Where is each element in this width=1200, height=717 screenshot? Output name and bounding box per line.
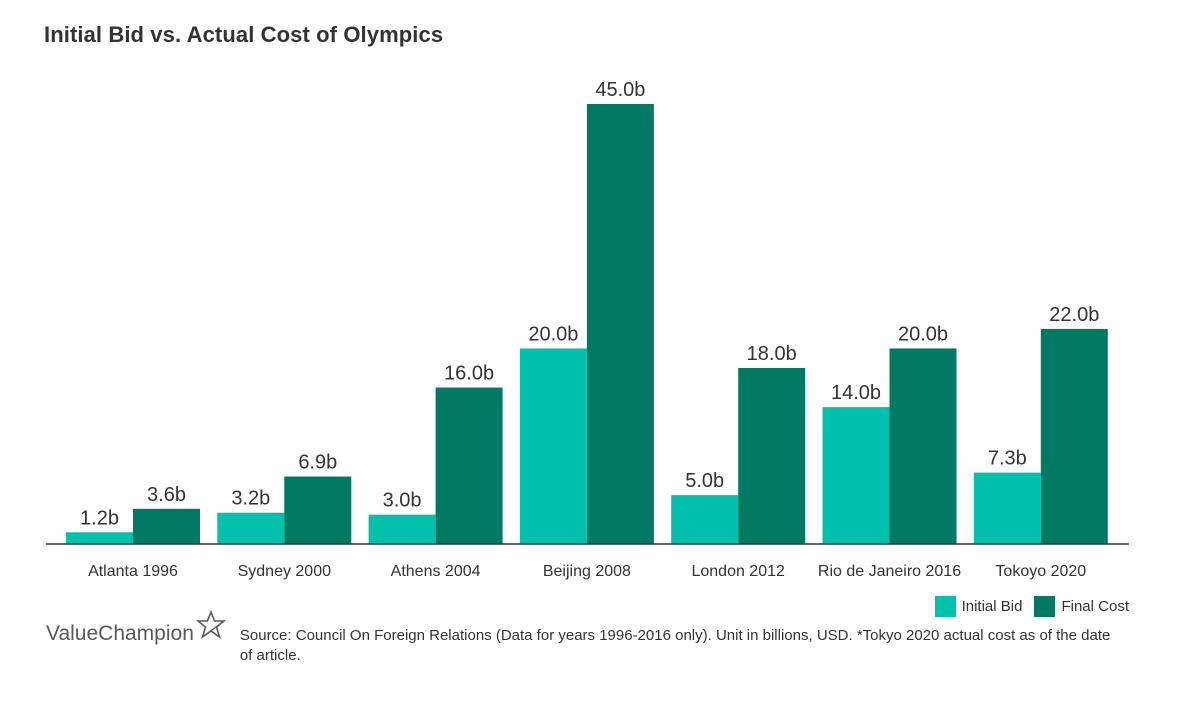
star-outline-icon bbox=[195, 609, 227, 646]
bar-initial-bid-beijing-2008 bbox=[519, 348, 587, 544]
legend-item-final-cost: Final Cost bbox=[1034, 596, 1129, 617]
value-label-initial-bid-sydney-2000: 3.2b bbox=[231, 488, 270, 510]
bar-initial-bid-sydney-2000 bbox=[217, 512, 285, 544]
legend: Initial Bid Final Cost bbox=[923, 596, 1129, 617]
footer: ValueChampion Source: Council On Foreign… bbox=[46, 609, 1120, 666]
brand-logo: ValueChampion bbox=[46, 609, 227, 646]
legend-label: Initial Bid bbox=[961, 598, 1023, 615]
bar-initial-bid-athens-2004 bbox=[368, 514, 436, 544]
bar-final-cost-london-2012 bbox=[738, 368, 806, 544]
category-label-london-2012: London 2012 bbox=[691, 563, 785, 580]
category-label-athens-2004: Athens 2004 bbox=[391, 563, 481, 580]
value-label-final-cost-tokoyo-2020: 22.0b bbox=[1049, 304, 1099, 326]
value-label-final-cost-beijing-2008: 45.0b bbox=[595, 79, 645, 101]
source-note: Source: Council On Foreign Relations (Da… bbox=[239, 627, 1111, 664]
bar-final-cost-sydney-2000 bbox=[284, 476, 352, 544]
value-label-final-cost-athens-2004: 16.0b bbox=[444, 363, 494, 385]
category-label-atlanta-1996: Atlanta 1996 bbox=[88, 563, 178, 580]
category-labels-layer: Atlanta 1996 Sydney 2000 Athens 2004 Beijin… bbox=[88, 563, 1086, 580]
value-label-final-cost-sydney-2000: 6.9b bbox=[298, 452, 337, 474]
chart-title: Initial Bid vs. Actual Cost of Olympics bbox=[44, 22, 444, 47]
bar-final-cost-beijing-2008 bbox=[586, 104, 654, 544]
bar-final-cost-atlanta-1996 bbox=[133, 508, 200, 544]
value-label-final-cost-london-2012: 18.0b bbox=[747, 343, 797, 365]
value-label-final-cost-atlanta-1996: 3.6b bbox=[147, 484, 186, 506]
bar-final-cost-athens-2004 bbox=[435, 387, 503, 544]
value-labels-layer: 1.2b 3.6b 3.2b 6.9b 3.0b 16.0b 20.0b 45.0b 5.0b 1… bbox=[80, 79, 1099, 529]
legend-item-initial-bid: Initial Bid bbox=[934, 596, 1023, 617]
category-label-sydney-2000: Sydney 2000 bbox=[238, 563, 332, 580]
value-label-initial-bid-atlanta-1996: 1.2b bbox=[80, 507, 119, 529]
value-label-initial-bid-tokoyo-2020: 7.3b bbox=[988, 448, 1027, 470]
logo-text: ValueChampion bbox=[46, 622, 194, 645]
bar-initial-bid-london-2012 bbox=[671, 495, 739, 544]
bar-initial-bid-rio-de-janeiro-2016 bbox=[822, 407, 890, 544]
bar-initial-bid-atlanta-1996 bbox=[66, 532, 133, 544]
value-label-initial-bid-rio-de-janeiro-2016: 14.0b bbox=[831, 382, 881, 404]
value-label-initial-bid-beijing-2008: 20.0b bbox=[528, 323, 578, 345]
value-label-initial-bid-london-2012: 5.0b bbox=[685, 470, 724, 492]
legend-label: Final Cost bbox=[1061, 598, 1129, 615]
value-label-initial-bid-athens-2004: 3.0b bbox=[383, 490, 422, 512]
category-label-beijing-2008: Beijing 2008 bbox=[543, 563, 631, 580]
value-label-final-cost-rio-de-janeiro-2016: 20.0b bbox=[898, 323, 948, 345]
legend-swatch-final-cost bbox=[1034, 596, 1056, 617]
bar-initial-bid-tokoyo-2020 bbox=[973, 472, 1041, 544]
legend-swatch-initial-bid bbox=[934, 596, 956, 617]
category-label-tokoyo-2020: Tokoyo 2020 bbox=[995, 563, 1086, 580]
bars-layer bbox=[66, 104, 1108, 544]
bar-final-cost-rio-de-janeiro-2016 bbox=[889, 348, 957, 544]
category-label-rio-de-janeiro-2016: Rio de Janeiro 2016 bbox=[818, 563, 961, 580]
bar-final-cost-tokoyo-2020 bbox=[1040, 328, 1108, 544]
bar-chart: 1.2b 3.6b 3.2b 6.9b 3.0b 16.0b 20.0b 45.0b 5.0b 1… bbox=[46, 79, 1129, 580]
